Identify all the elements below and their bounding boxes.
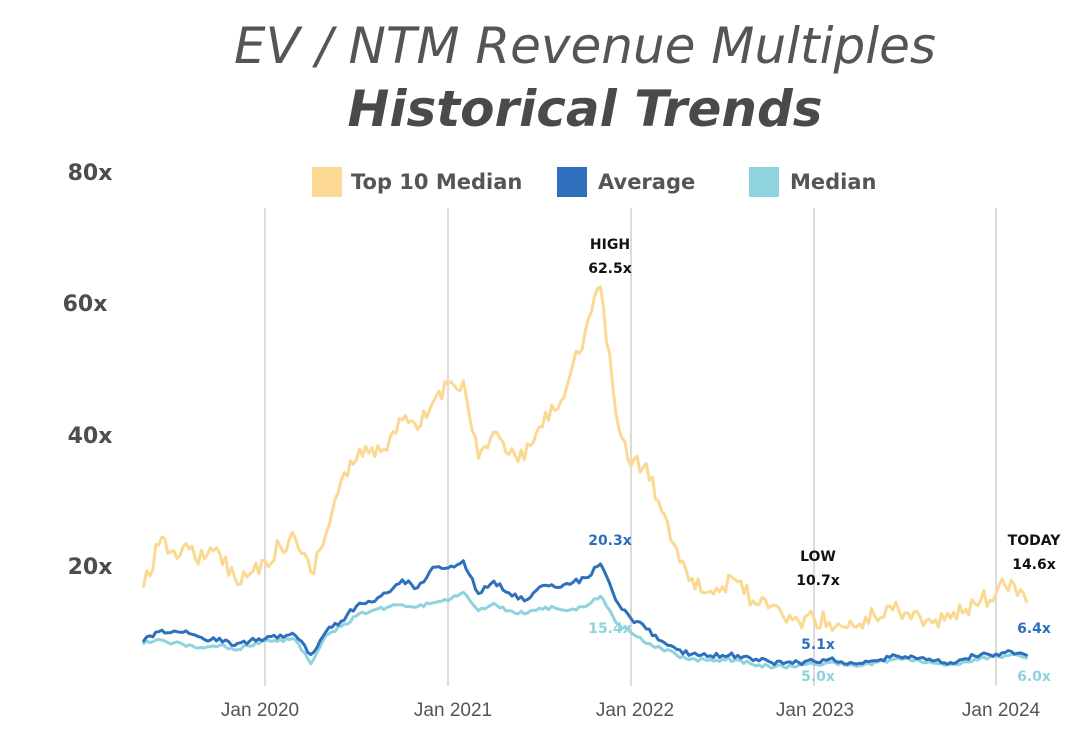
x-tick-label: Jan 2020 xyxy=(221,700,299,721)
annotation-label: TODAY xyxy=(1008,533,1062,549)
legend-swatch xyxy=(557,167,587,197)
legend-label: Top 10 Median xyxy=(351,170,522,194)
x-tick-label: Jan 2021 xyxy=(414,700,492,721)
annotation-label: LOW xyxy=(800,549,836,565)
chart-title: EV / NTM Revenue Multiples xyxy=(234,17,936,75)
legend: Top 10 Median Average Median xyxy=(312,167,877,197)
annotation-value: 10.7x xyxy=(796,573,840,589)
x-gridlines xyxy=(264,208,997,686)
annotation-value: 6.0x xyxy=(1017,669,1051,685)
series-line xyxy=(142,285,1028,632)
y-axis-ticks: 80x 60x 40x 20x xyxy=(63,161,113,580)
annotation-value: 5.0x xyxy=(801,669,835,685)
annotation-label: HIGH xyxy=(590,237,630,253)
x-tick-label: Jan 2024 xyxy=(962,700,1041,721)
legend-label: Median xyxy=(790,170,877,194)
chart-subtitle: Historical Trends xyxy=(347,80,822,138)
annotation-value: 5.1x xyxy=(801,637,835,653)
y-tick-label: 60x xyxy=(63,292,108,317)
x-axis-ticks: Jan 2020 Jan 2021 Jan 2022 Jan 2023 Jan 2024 xyxy=(221,700,1041,721)
x-tick-label: Jan 2022 xyxy=(596,700,674,721)
annotation-value: 14.6x xyxy=(1012,557,1056,573)
legend-swatch xyxy=(312,167,342,197)
annotation-value: 20.3x xyxy=(588,533,632,549)
legend-label: Average xyxy=(598,170,695,194)
y-tick-label: 20x xyxy=(68,555,113,580)
annotations: HIGH 62.5x LOW 10.7x TODAY 14.6x 20.3x 15.4x 5.1… xyxy=(588,237,1061,685)
annotation-value: 6.4x xyxy=(1017,621,1051,637)
annotation-value: 15.4x xyxy=(588,621,632,637)
y-tick-label: 80x xyxy=(68,161,113,186)
series-line xyxy=(142,559,1028,667)
legend-swatch xyxy=(749,167,779,197)
y-tick-label: 40x xyxy=(68,424,113,449)
annotation-value: 62.5x xyxy=(588,261,632,277)
series-lines xyxy=(142,285,1028,670)
x-tick-label: Jan 2023 xyxy=(776,700,854,721)
